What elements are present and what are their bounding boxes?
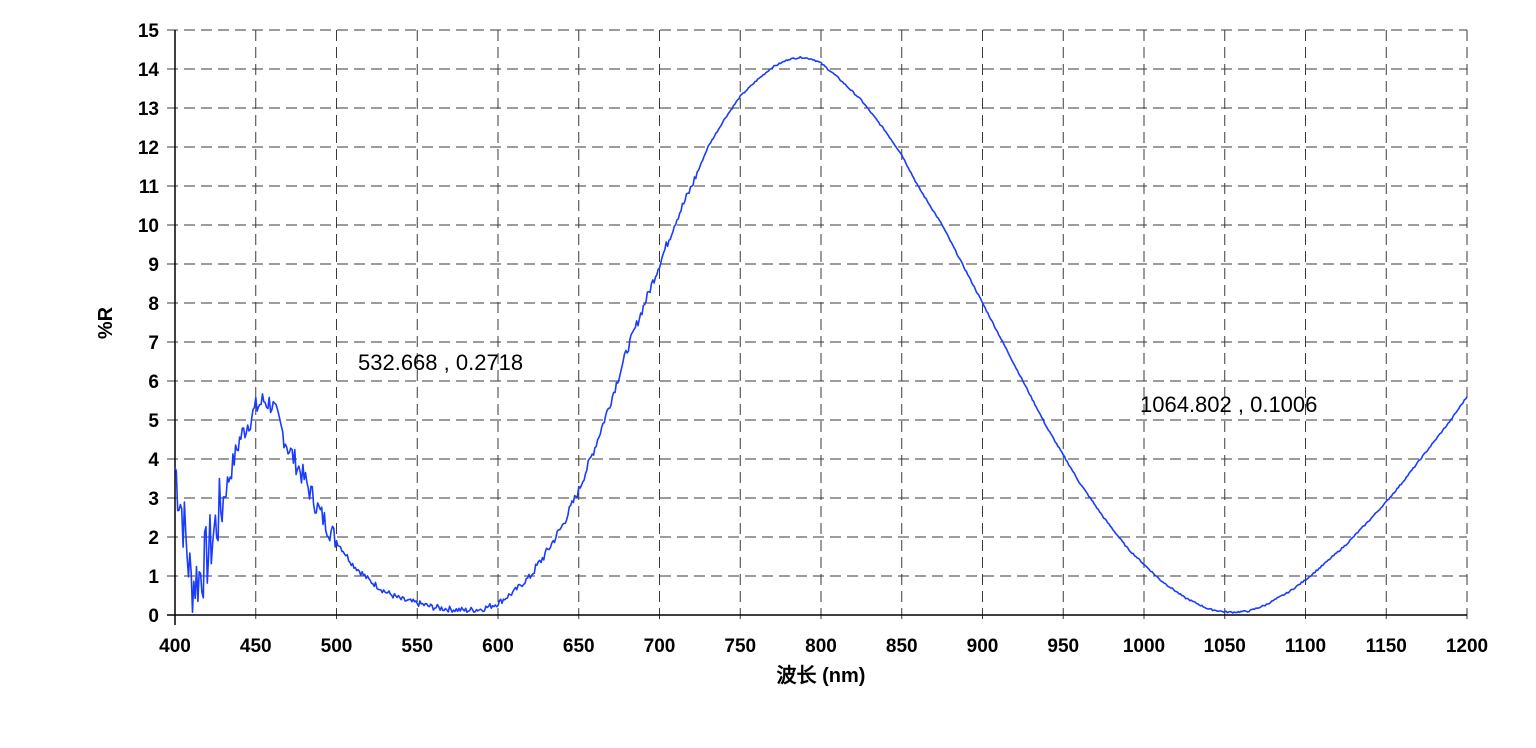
x-tick-label: 1200 xyxy=(1446,636,1488,657)
y-tick-label: 0 xyxy=(148,606,159,627)
x-tick-label: 800 xyxy=(805,636,837,657)
x-tick-label: 1050 xyxy=(1204,636,1246,657)
axes xyxy=(167,30,1467,625)
x-tick-label: 400 xyxy=(159,636,191,657)
y-tick-label: 5 xyxy=(148,411,159,432)
y-tick-label: 15 xyxy=(138,21,160,42)
y-tick-label: 8 xyxy=(148,294,159,315)
x-tick-label: 900 xyxy=(967,636,999,657)
x-tick-label: 500 xyxy=(321,636,353,657)
y-axis-title: %R xyxy=(95,306,117,339)
x-tick-label: 750 xyxy=(724,636,756,657)
x-axis-title: 波长 (nm) xyxy=(777,664,866,687)
x-tick-label: 550 xyxy=(401,636,433,657)
x-tick-label: 1100 xyxy=(1285,636,1326,657)
x-tick-label: 950 xyxy=(1047,636,1079,657)
grid-lines xyxy=(167,29,1468,625)
y-tick-label: 9 xyxy=(148,255,159,276)
x-tick-label: 850 xyxy=(886,636,918,657)
y-tick-label: 2 xyxy=(148,528,159,549)
y-tick-label: 3 xyxy=(148,489,159,510)
x-tick-label: 600 xyxy=(482,636,514,657)
annotation-1064nm: 1064.802 , 0.1006 xyxy=(1140,392,1317,417)
y-tick-label: 14 xyxy=(138,60,160,81)
x-tick-labels: 400 450 500 550 600 650 700 750 800 850 900 950 1000… xyxy=(159,636,1488,657)
x-tick-label: 1000 xyxy=(1123,636,1165,657)
y-tick-label: 11 xyxy=(139,177,160,198)
y-tick-label: 10 xyxy=(138,216,159,237)
x-tick-label: 650 xyxy=(563,636,595,657)
x-tick-label: 700 xyxy=(644,636,676,657)
annotation-532nm: 532.668 , 0.2718 xyxy=(358,350,523,375)
y-tick-label: 6 xyxy=(148,372,159,393)
reflectance-curve xyxy=(174,55,1468,614)
y-tick-label: 1 xyxy=(148,567,159,588)
y-tick-label: 12 xyxy=(138,138,159,159)
y-tick-label: 13 xyxy=(138,99,159,120)
y-tick-label: 4 xyxy=(148,450,159,471)
x-tick-label: 1150 xyxy=(1366,636,1407,657)
y-tick-label: 7 xyxy=(148,333,159,354)
x-tick-label: 450 xyxy=(240,636,272,657)
